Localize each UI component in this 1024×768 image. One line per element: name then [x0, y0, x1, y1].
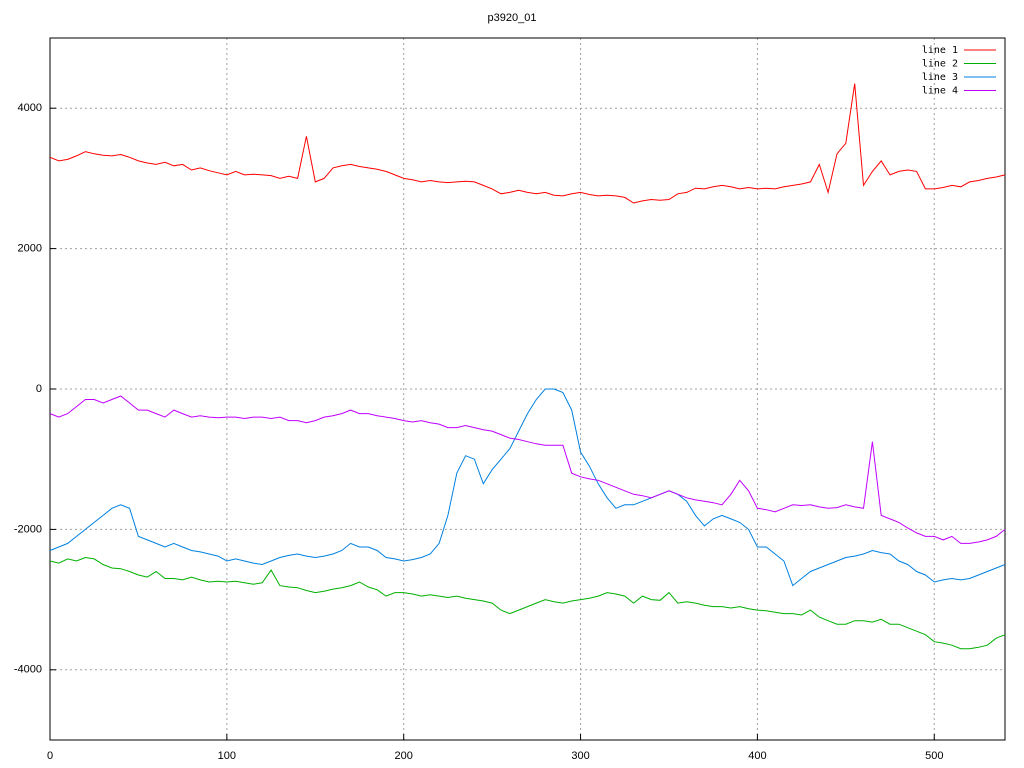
y-tick-label: -2000 — [14, 523, 42, 535]
legend-label: line 1 — [922, 45, 958, 56]
y-tick-label: 0 — [36, 383, 42, 395]
legend-label: line 2 — [922, 59, 958, 70]
data-line — [49, 395, 1006, 544]
y-tick-label: 2000 — [18, 243, 42, 255]
chart-title: p3920_01 — [488, 12, 537, 24]
legend-label: line 3 — [922, 72, 958, 83]
x-tick-label: 100 — [218, 750, 236, 762]
y-tick-label: -4000 — [14, 664, 42, 676]
y-tick-label: 4000 — [18, 102, 42, 114]
legend-label: line 4 — [922, 86, 958, 97]
x-tick-label: 0 — [47, 750, 53, 762]
data-line — [49, 556, 1006, 650]
x-tick-label: 400 — [748, 750, 766, 762]
x-tick-label: 300 — [571, 750, 589, 762]
x-tick-label: 500 — [925, 750, 943, 762]
x-tick-label: 200 — [395, 750, 413, 762]
data-line — [49, 83, 1006, 204]
data-line — [49, 388, 1006, 587]
plot-frame — [49, 37, 1006, 741]
